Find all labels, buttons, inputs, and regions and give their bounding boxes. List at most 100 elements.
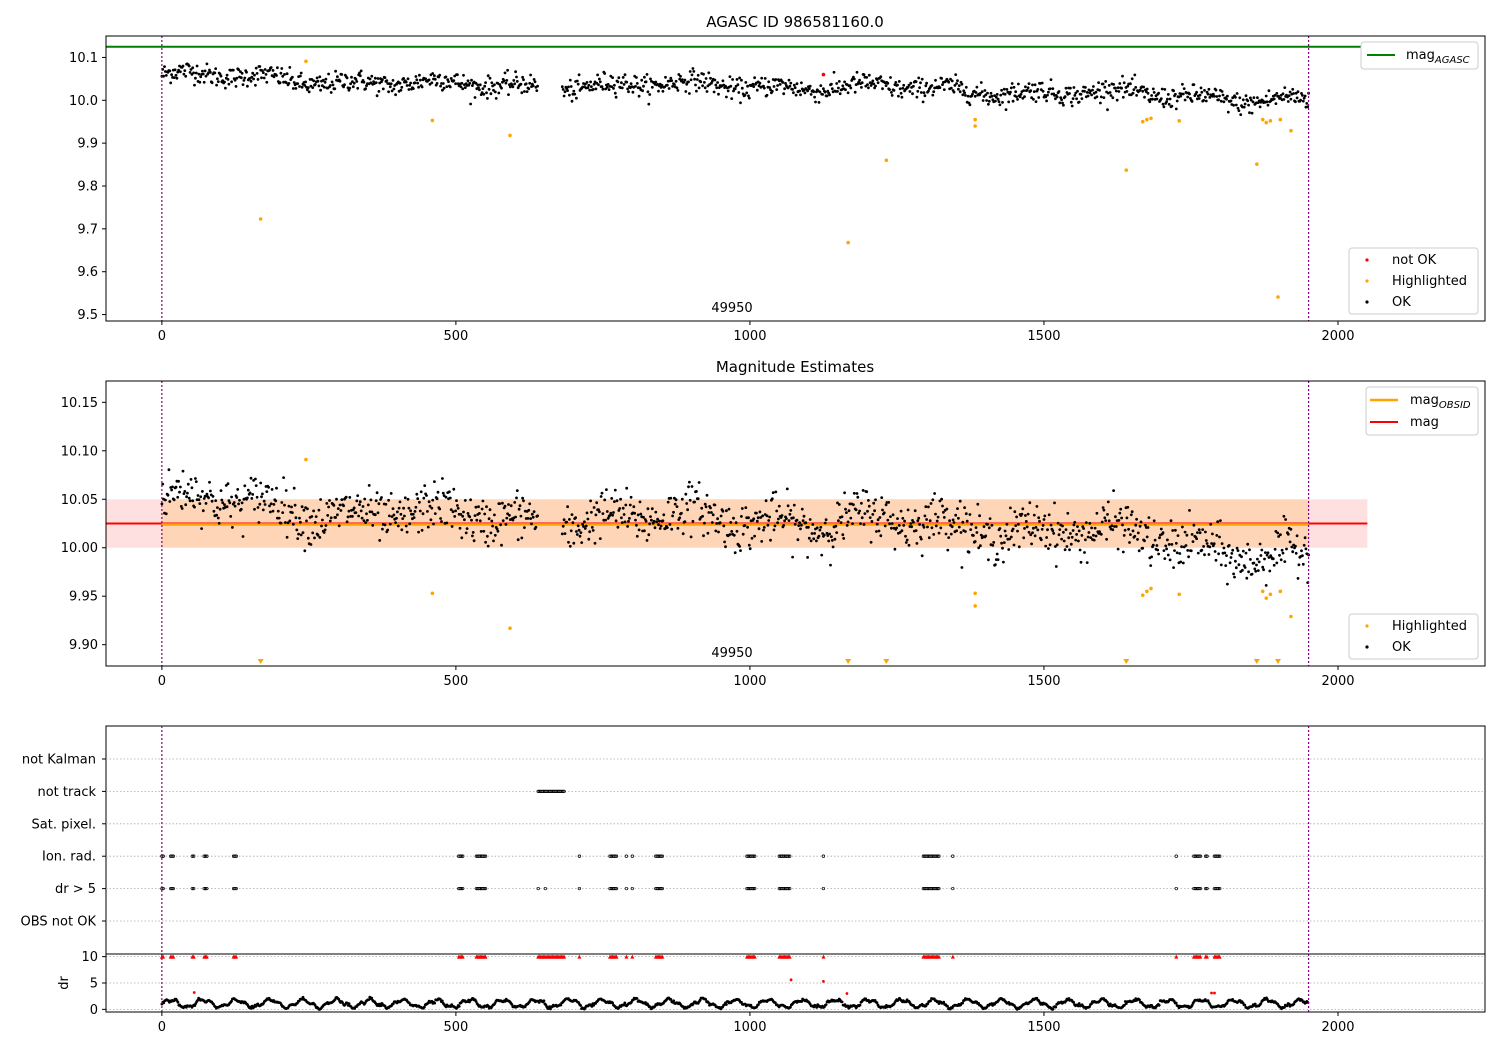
ok-point bbox=[1229, 556, 1233, 559]
ok-point bbox=[1090, 93, 1093, 97]
ok-point bbox=[1125, 90, 1129, 93]
ok-point bbox=[1282, 98, 1286, 101]
ok-point bbox=[445, 521, 449, 525]
ok-point bbox=[927, 536, 931, 540]
ok-point bbox=[815, 539, 818, 543]
ok-point bbox=[367, 484, 371, 487]
ok-point bbox=[473, 96, 477, 99]
ok-point bbox=[1089, 536, 1093, 539]
ok-point bbox=[287, 82, 291, 85]
ok-point bbox=[1034, 100, 1038, 103]
ok-point bbox=[633, 511, 637, 515]
ok-point bbox=[268, 68, 271, 72]
ok-point bbox=[758, 510, 762, 514]
ok-point bbox=[987, 102, 990, 106]
ok-point bbox=[874, 498, 877, 502]
ok-point bbox=[682, 80, 686, 84]
ok-point bbox=[605, 488, 608, 491]
ok-point bbox=[759, 516, 763, 519]
ok-point bbox=[237, 68, 241, 72]
flag-row-label: Ion. rad. bbox=[42, 850, 96, 865]
ok-point bbox=[179, 485, 182, 489]
ok-point bbox=[1039, 88, 1043, 92]
ok-point bbox=[927, 505, 930, 509]
ok-point bbox=[1047, 513, 1051, 517]
ok-point bbox=[431, 72, 435, 75]
ok-point bbox=[701, 84, 704, 88]
ok-point bbox=[1210, 542, 1213, 545]
ok-point bbox=[535, 89, 539, 92]
ok-point bbox=[1184, 544, 1188, 547]
ok-point bbox=[1168, 558, 1172, 562]
ok-point bbox=[441, 477, 444, 480]
ok-point bbox=[965, 519, 969, 523]
flag-point bbox=[171, 886, 175, 891]
ok-point bbox=[1114, 515, 1117, 519]
ok-point bbox=[926, 525, 929, 529]
ok-point bbox=[569, 85, 573, 88]
ok-point bbox=[233, 78, 237, 82]
ok-point bbox=[809, 539, 813, 543]
ok-point bbox=[433, 77, 437, 81]
dr-clipped-marker bbox=[1217, 954, 1222, 959]
ok-point bbox=[1091, 88, 1094, 92]
ok-point bbox=[1130, 510, 1134, 514]
ok-point bbox=[1062, 530, 1065, 534]
ok-point bbox=[309, 543, 313, 546]
ok-point bbox=[1166, 538, 1169, 542]
ok-point bbox=[670, 527, 674, 531]
ok-point bbox=[488, 508, 492, 512]
ok-point bbox=[974, 91, 978, 94]
highlighted-point bbox=[508, 133, 512, 138]
ok-point bbox=[839, 521, 843, 524]
ok-point bbox=[389, 492, 393, 495]
ok-point bbox=[1223, 551, 1227, 555]
ok-point bbox=[844, 507, 847, 511]
ok-point bbox=[729, 84, 733, 88]
ok-point bbox=[978, 514, 981, 518]
x-tick-label: 1500 bbox=[1027, 1020, 1060, 1035]
ok-point bbox=[583, 520, 586, 524]
x-tick-label: 0 bbox=[158, 674, 166, 689]
ok-point bbox=[849, 86, 853, 90]
ok-point bbox=[705, 90, 709, 93]
ok-point bbox=[613, 488, 617, 492]
dr-point bbox=[1259, 1002, 1263, 1005]
ok-point bbox=[1228, 561, 1232, 565]
ok-point bbox=[598, 510, 601, 514]
ok-point bbox=[622, 83, 626, 86]
ok-point bbox=[513, 82, 517, 86]
ok-point bbox=[771, 491, 775, 494]
ok-point bbox=[577, 528, 581, 532]
ok-point bbox=[769, 538, 772, 542]
ok-point bbox=[394, 521, 397, 524]
ok-point bbox=[670, 79, 674, 82]
ok-point bbox=[198, 80, 202, 84]
ok-point bbox=[495, 527, 499, 531]
ok-point bbox=[454, 509, 457, 513]
ok-point bbox=[947, 80, 951, 84]
ok-point bbox=[834, 524, 838, 528]
ok-point bbox=[1220, 542, 1224, 545]
ok-point bbox=[513, 501, 517, 504]
ok-point bbox=[1128, 541, 1131, 544]
ok-point bbox=[521, 75, 524, 79]
ok-point bbox=[788, 512, 792, 516]
ok-point bbox=[214, 67, 218, 70]
ok-point bbox=[1101, 506, 1105, 509]
ok-point bbox=[1207, 553, 1211, 556]
ok-point bbox=[730, 530, 734, 533]
ok-point bbox=[172, 498, 176, 502]
ok-point bbox=[675, 505, 679, 508]
ok-point bbox=[621, 76, 625, 79]
ok-point bbox=[245, 70, 248, 74]
ok-point bbox=[346, 515, 350, 519]
panel-agasc-frame bbox=[105, 35, 1486, 322]
ok-point bbox=[432, 522, 435, 526]
ok-point bbox=[976, 502, 980, 506]
ok-point bbox=[890, 91, 893, 94]
highlighted-point bbox=[973, 124, 977, 128]
ok-point bbox=[731, 78, 734, 81]
ok-point bbox=[922, 525, 926, 529]
ok-point bbox=[863, 512, 867, 515]
